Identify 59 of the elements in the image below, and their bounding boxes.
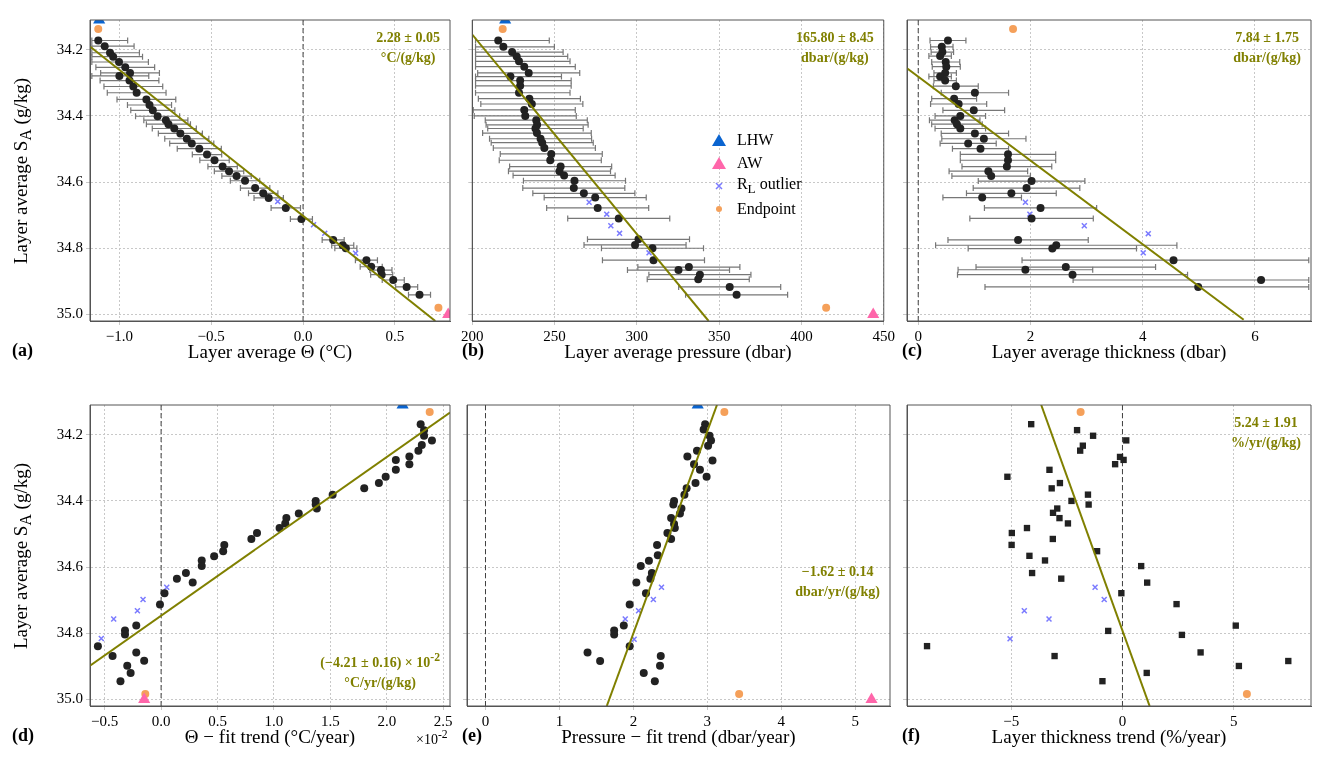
x-tick-label: 350	[707, 327, 731, 344]
x-tick-label: 2.5	[433, 712, 453, 729]
x-tick-label: 450	[872, 327, 895, 344]
x-tick-label: 3	[703, 712, 712, 729]
y-tick-label: 35.0	[56, 690, 83, 707]
x-tick-label: 2	[1026, 327, 1035, 344]
text: (a)	[12, 340, 33, 361]
x-tick-label: 1.5	[321, 712, 340, 729]
x-tick-label: 0.0	[151, 712, 171, 729]
x-tick-label: 0.0	[293, 327, 313, 344]
x-tick-label: 0.5	[208, 712, 227, 729]
annotation: 165.80 ± 8.45 dbar/(g/kg)	[796, 29, 874, 67]
y-tick-label: 34.2	[56, 425, 83, 442]
x-tick-label: −0.5	[91, 712, 119, 729]
x-axis-title: Layer average Θ (°C)	[187, 341, 353, 363]
text: (d)	[12, 725, 34, 746]
x-axis-title: Layer thickness trend (%/year)	[991, 726, 1227, 748]
x-tick-label: 250	[543, 327, 566, 344]
y-tick-label: 34.2	[56, 40, 83, 57]
x-tick-label: 6	[1251, 327, 1260, 344]
x-tick-label: 0	[1118, 712, 1127, 729]
legend-label: AW	[736, 153, 763, 172]
legend-label: R$_{L}$ outlier	[736, 174, 802, 197]
x-tick-label: 2	[629, 712, 638, 729]
y-tick-label: 34.8	[56, 624, 83, 641]
x-tick-label: −0.5	[197, 327, 225, 344]
y-tick-label: 34.8	[56, 239, 83, 256]
x-tick-label: 0	[481, 712, 490, 729]
y-tick-label: 35.0	[56, 305, 83, 322]
text: (e)	[462, 725, 482, 746]
annotation: 7.84 ± 1.75 dbar/(g/kg)	[1233, 29, 1301, 67]
text: (f)	[902, 725, 920, 746]
annotation: 2.28 ± 0.05 °C/(g/kg)	[376, 29, 440, 67]
y-tick-label: 34.6	[56, 558, 84, 575]
x-axis-title: Layer average pressure (dbar)	[564, 341, 792, 363]
x-axis-title: Θ − fit trend (°C/year)	[184, 726, 356, 748]
x-tick-label: 5	[851, 712, 859, 729]
x-tick-label: 2.0	[377, 712, 397, 729]
legend-label: LHW	[736, 130, 774, 149]
y-tick-label: 34.4	[56, 106, 84, 123]
y-tick-label: 34.6	[56, 173, 84, 190]
x-tick-label: 0.5	[385, 327, 405, 344]
text: (−4.21 ± 0.16) × 10$^{-2}$ °C/yr/(g/kg)	[320, 651, 440, 690]
x-tick-label: 4	[1138, 327, 1147, 344]
x-tick-label: 4	[777, 712, 786, 729]
x-tick-label: 1.0	[264, 712, 284, 729]
y-tick-label: 34.4	[56, 491, 84, 508]
x-tick-label: 5	[1230, 712, 1238, 729]
x-tick-label: −5	[1003, 712, 1020, 729]
x-tick-label: 1	[555, 712, 564, 729]
x-axis-title: Pressure − fit trend (dbar/year)	[561, 726, 796, 748]
x-tick-label: 400	[790, 327, 813, 344]
annotation: −1.62 ± 0.14 dbar/yr/(g/kg)	[795, 562, 880, 601]
text: ×10$^{-2}$	[416, 728, 448, 748]
x-tick-label: −1.0	[105, 327, 133, 344]
x-tick-label: 300	[625, 327, 649, 344]
legend-label: Endpoint	[736, 199, 796, 218]
annotation: 5.24 ± 1.91 %/yr/(g/kg)	[1231, 414, 1301, 452]
x-axis-title: Layer average thickness (dbar)	[991, 341, 1227, 363]
